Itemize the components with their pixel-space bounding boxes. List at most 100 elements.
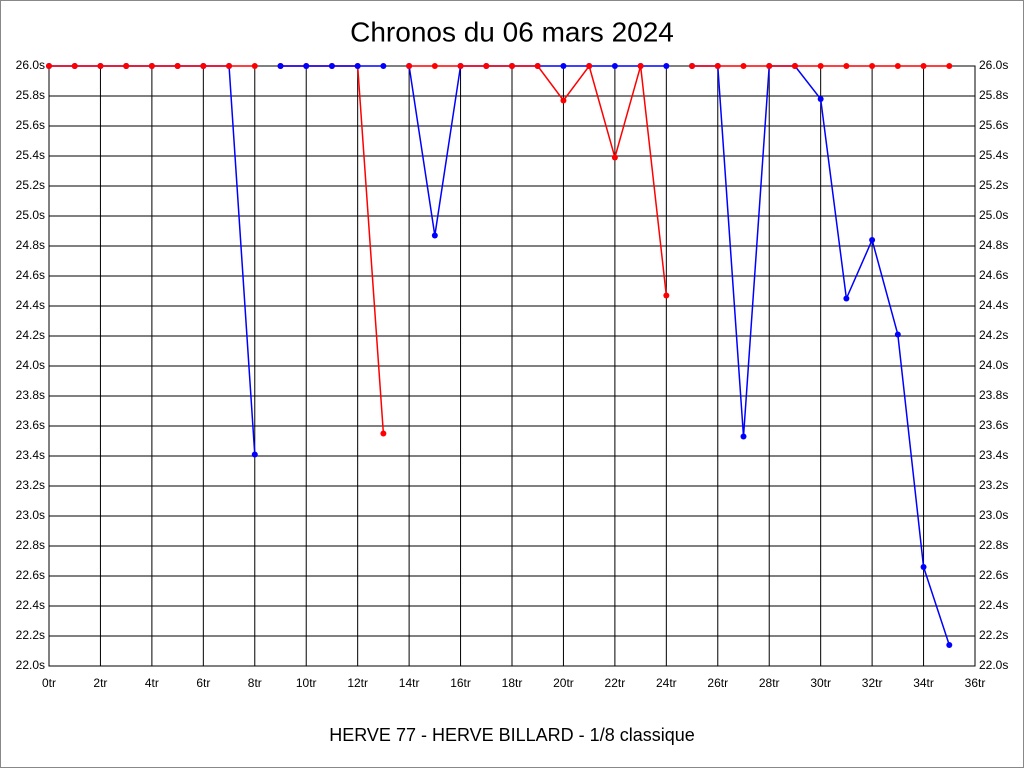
point <box>97 63 104 69</box>
x-tick-label: 20tr <box>553 676 574 690</box>
y-tick-label: 26.0s <box>16 58 45 72</box>
point <box>740 433 747 440</box>
point <box>766 63 773 69</box>
x-tick-label: 4tr <box>145 676 159 690</box>
y2-tick-label: 22.4s <box>979 598 1008 612</box>
x-tick-label: 10tr <box>296 676 317 690</box>
y2-tick-label: 22.0s <box>979 658 1008 672</box>
y-tick-label: 22.0s <box>16 658 45 672</box>
point <box>560 63 567 69</box>
point <box>920 63 927 69</box>
y-tick-label: 24.2s <box>16 328 45 342</box>
y-tick-label: 22.4s <box>16 598 45 612</box>
point <box>663 292 670 299</box>
x-tick-label: 18tr <box>502 676 523 690</box>
chart-title: Chronos du 06 mars 2024 <box>350 16 674 47</box>
point <box>714 63 721 69</box>
point <box>611 63 618 69</box>
point <box>740 63 747 69</box>
point <box>869 63 876 69</box>
point <box>689 63 696 69</box>
y2-tick-label: 23.2s <box>979 478 1008 492</box>
point <box>791 63 798 69</box>
point <box>277 63 284 69</box>
y-tick-label: 25.4s <box>16 148 45 162</box>
point <box>637 63 644 69</box>
point <box>611 154 618 161</box>
point <box>817 63 824 69</box>
point <box>380 430 387 437</box>
x-tick-label: 26tr <box>707 676 728 690</box>
x-tick-label: 0tr <box>42 676 56 690</box>
y-tick-label: 22.2s <box>16 628 45 642</box>
point <box>46 63 52 69</box>
y-tick-label: 24.8s <box>16 238 45 252</box>
y-tick-label: 23.8s <box>16 388 45 402</box>
point <box>354 63 361 69</box>
y2-tick-label: 25.0s <box>979 208 1008 222</box>
y2-tick-label: 22.6s <box>979 568 1008 582</box>
point <box>303 63 310 69</box>
point <box>483 63 490 69</box>
y2-tick-label: 25.2s <box>979 178 1008 192</box>
y-tick-label: 25.6s <box>16 118 45 132</box>
y-tick-label: 22.6s <box>16 568 45 582</box>
y2-tick-label: 24.0s <box>979 358 1008 372</box>
point <box>946 63 953 69</box>
point <box>534 63 541 69</box>
y-tick-label: 23.4s <box>16 448 45 462</box>
point <box>894 63 901 69</box>
x-tick-label: 2tr <box>93 676 107 690</box>
x-tick-label: 32tr <box>862 676 883 690</box>
y2-tick-label: 24.8s <box>979 238 1008 252</box>
point <box>200 63 207 69</box>
point <box>431 232 438 239</box>
y2-tick-label: 23.4s <box>979 448 1008 462</box>
y-tick-label: 22.8s <box>16 538 45 552</box>
point <box>148 63 155 69</box>
point <box>869 237 876 243</box>
point <box>843 295 850 302</box>
point <box>843 63 850 69</box>
y-tick-label: 25.0s <box>16 208 45 222</box>
point <box>123 63 130 69</box>
y2-tick-label: 23.0s <box>979 508 1008 522</box>
x-tick-label: 22tr <box>605 676 626 690</box>
point <box>457 63 464 69</box>
y2-tick-label: 25.8s <box>979 88 1008 102</box>
x-tick-label: 28tr <box>759 676 780 690</box>
y2-tick-label: 24.4s <box>979 298 1008 312</box>
point <box>174 63 181 69</box>
y2-tick-label: 23.8s <box>979 388 1008 402</box>
y-tick-label: 23.6s <box>16 418 45 432</box>
y2-tick-label: 23.6s <box>979 418 1008 432</box>
point <box>71 63 78 69</box>
y-tick-label: 25.8s <box>16 88 45 102</box>
point <box>817 96 824 102</box>
point <box>431 63 438 69</box>
x-tick-label: 8tr <box>248 676 262 690</box>
point <box>328 63 335 69</box>
y2-tick-label: 24.6s <box>979 268 1008 282</box>
point <box>894 331 901 338</box>
point <box>509 63 515 69</box>
point <box>226 63 233 69</box>
y2-tick-label: 22.8s <box>979 538 1008 552</box>
x-tick-label: 36tr <box>965 676 986 690</box>
point <box>663 63 670 69</box>
y-tick-label: 24.6s <box>16 268 45 282</box>
x-axis-label: HERVE 77 - HERVE BILLARD - 1/8 classique <box>329 725 695 745</box>
x-tick-label: 6tr <box>196 676 210 690</box>
y-tick-label: 25.2s <box>16 178 45 192</box>
point <box>920 564 927 570</box>
x-tick-label: 14tr <box>399 676 420 690</box>
point <box>946 642 953 648</box>
y-tick-label: 24.4s <box>16 298 45 312</box>
x-tick-label: 12tr <box>347 676 368 690</box>
x-tick-label: 34tr <box>913 676 934 690</box>
y2-tick-label: 26.0s <box>979 58 1008 72</box>
x-tick-label: 16tr <box>450 676 471 690</box>
y-tick-label: 23.0s <box>16 508 45 522</box>
y-tick-label: 23.2s <box>16 478 45 492</box>
